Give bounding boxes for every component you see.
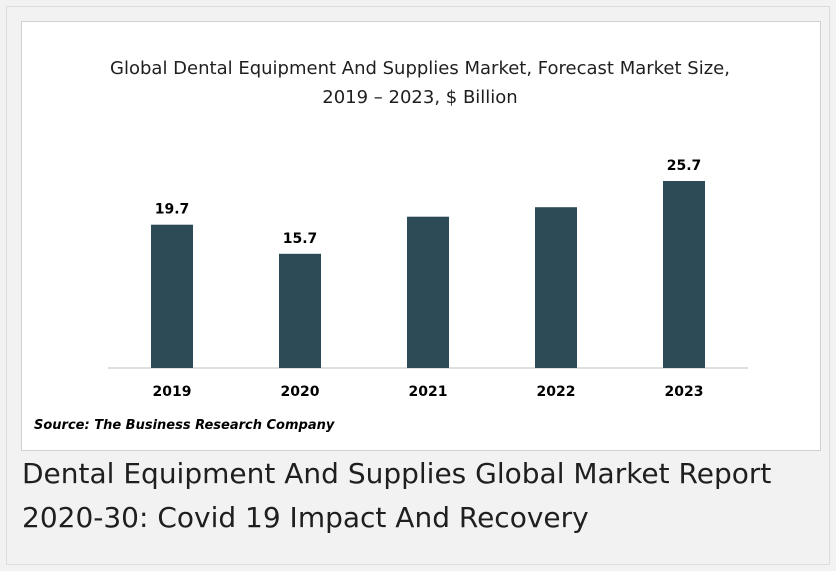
chart-title: Global Dental Equipment And Supplies Mar… [110, 58, 730, 108]
bar-2020 [279, 253, 321, 368]
source-note: Source: The Business Research Company [34, 418, 335, 433]
bar-2021 [407, 216, 449, 368]
data-label-2020: 15.7 [283, 231, 318, 247]
data-label-2023: 25.7 [667, 158, 702, 174]
data-label-2019: 19.7 [155, 202, 190, 218]
x-tick-label-2022: 2022 [537, 384, 576, 400]
x-tick-label-2021: 2021 [409, 384, 448, 400]
bars-layer [151, 181, 705, 368]
x-tick-label-2020: 2020 [281, 384, 320, 400]
bar-2023 [663, 181, 705, 368]
x-tick-label-2019: 2019 [153, 384, 192, 400]
bar-2022 [535, 207, 577, 368]
x-tick-labels: 2019 2020 2021 2022 2023 [153, 384, 704, 400]
bar-2019 [151, 224, 193, 368]
chart-caption: Dental Equipment And Supplies Global Mar… [22, 457, 772, 534]
x-tick-label-2023: 2023 [665, 384, 704, 400]
labels-layer: 19.7 15.7 25.7 [155, 158, 702, 247]
